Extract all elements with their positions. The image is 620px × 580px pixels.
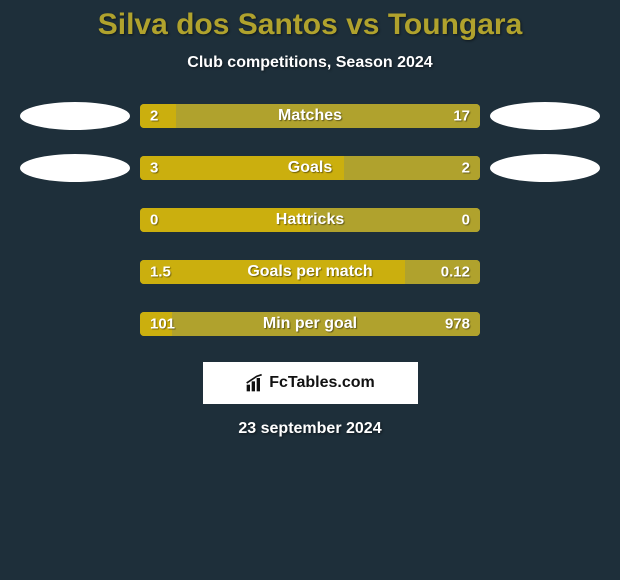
player-left-avatar bbox=[20, 154, 130, 182]
stat-value-left: 1.5 bbox=[150, 264, 171, 281]
subtitle: Club competitions, Season 2024 bbox=[0, 54, 620, 72]
chart-icon bbox=[245, 373, 265, 393]
stat-value-right: 978 bbox=[445, 316, 470, 333]
stat-row: 3 2 Goals bbox=[0, 154, 620, 182]
stat-label: Matches bbox=[278, 107, 342, 125]
stat-row: 2 17 Matches bbox=[0, 102, 620, 130]
stat-label: Goals per match bbox=[247, 263, 372, 281]
stat-value-right: 0 bbox=[462, 212, 470, 229]
stat-bar: 2 17 Matches bbox=[140, 104, 480, 128]
stat-value-left: 2 bbox=[150, 108, 158, 125]
brand-box: FcTables.com bbox=[203, 362, 418, 404]
stat-value-left: 0 bbox=[150, 212, 158, 229]
avatar-spacer bbox=[20, 206, 130, 234]
comparison-infographic: Silva dos Santos vs Toungara Club compet… bbox=[0, 0, 620, 580]
stat-rows: 2 17 Matches 3 2 Goals 0 0 Hattricks 1.5 0.12 Goals… bbox=[0, 102, 620, 338]
stat-bar: 1.5 0.12 Goals per match bbox=[140, 260, 480, 284]
stat-bar-right bbox=[344, 156, 480, 180]
player-right-avatar bbox=[490, 154, 600, 182]
player-right-avatar bbox=[490, 102, 600, 130]
stat-bar: 101 978 Min per goal bbox=[140, 312, 480, 336]
stat-value-left: 101 bbox=[150, 316, 175, 333]
stat-value-right: 2 bbox=[462, 160, 470, 177]
stat-label: Hattricks bbox=[276, 211, 344, 229]
stat-value-right: 17 bbox=[453, 108, 470, 125]
page-title: Silva dos Santos vs Toungara bbox=[0, 8, 620, 42]
date-line: 23 september 2024 bbox=[0, 420, 620, 438]
stat-row: 0 0 Hattricks bbox=[0, 206, 620, 234]
stat-label: Min per goal bbox=[263, 315, 357, 333]
player-left-avatar bbox=[20, 102, 130, 130]
brand-text: FcTables.com bbox=[269, 374, 375, 392]
avatar-spacer bbox=[20, 258, 130, 286]
stat-row: 101 978 Min per goal bbox=[0, 310, 620, 338]
stat-bar: 0 0 Hattricks bbox=[140, 208, 480, 232]
avatar-spacer bbox=[490, 310, 600, 338]
stat-row: 1.5 0.12 Goals per match bbox=[0, 258, 620, 286]
stat-value-left: 3 bbox=[150, 160, 158, 177]
stat-bar: 3 2 Goals bbox=[140, 156, 480, 180]
avatar-spacer bbox=[490, 258, 600, 286]
stat-value-right: 0.12 bbox=[441, 264, 470, 281]
stat-label: Goals bbox=[288, 159, 332, 177]
avatar-spacer bbox=[490, 206, 600, 234]
avatar-spacer bbox=[20, 310, 130, 338]
